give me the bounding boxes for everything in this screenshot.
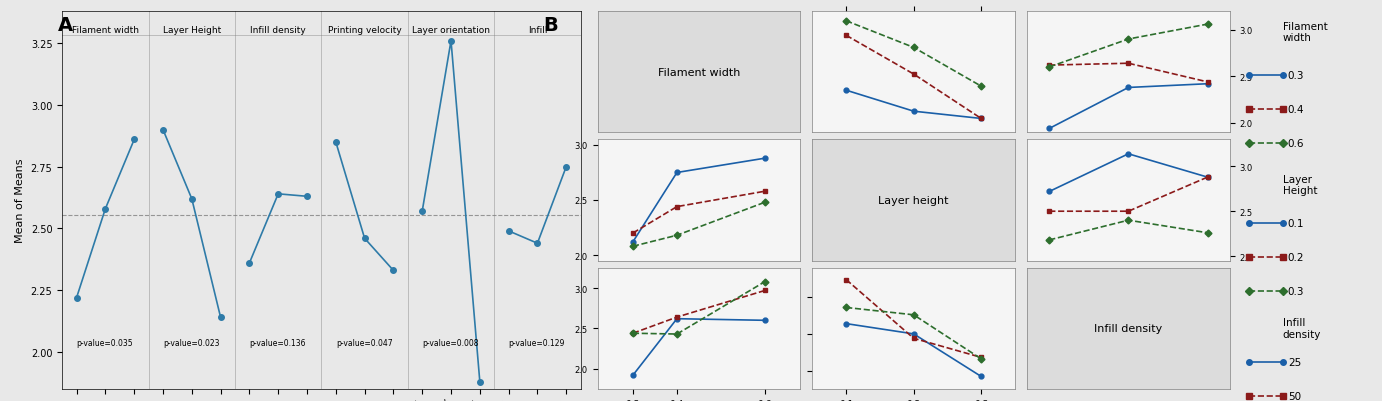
Text: 50: 50: [1288, 391, 1300, 401]
Text: p-value=0.035: p-value=0.035: [76, 338, 133, 347]
Text: Layer Height: Layer Height: [163, 26, 221, 35]
Text: p-value=0.129: p-value=0.129: [509, 338, 565, 347]
Text: Printing velocity: Printing velocity: [328, 26, 402, 35]
Text: Infill: Infill: [528, 26, 547, 35]
Text: 0.4: 0.4: [1288, 105, 1305, 115]
Text: Layer
Height: Layer Height: [1282, 174, 1317, 196]
Text: 0.3: 0.3: [1288, 71, 1305, 81]
Text: p-value=0.136: p-value=0.136: [249, 338, 305, 347]
Text: Infill density: Infill density: [250, 26, 305, 35]
Text: 0.6: 0.6: [1288, 139, 1305, 149]
Text: 0.3: 0.3: [1288, 286, 1305, 296]
Text: Filament width: Filament width: [72, 26, 140, 35]
Text: p-value=0.023: p-value=0.023: [163, 338, 220, 347]
Text: Layer orientation: Layer orientation: [412, 26, 491, 35]
Y-axis label: Mean of Means: Mean of Means: [15, 158, 25, 243]
Text: Filament
width: Filament width: [1282, 21, 1327, 43]
Text: p-value=0.008: p-value=0.008: [423, 338, 478, 347]
Text: Filament width: Filament width: [658, 67, 741, 77]
Text: p-value=0.047: p-value=0.047: [336, 338, 392, 347]
Text: Infill
density: Infill density: [1282, 317, 1321, 339]
Text: B: B: [543, 16, 558, 35]
Text: 0.1: 0.1: [1288, 218, 1305, 228]
Text: Layer height: Layer height: [879, 196, 949, 205]
Text: 0.2: 0.2: [1288, 252, 1305, 262]
Text: 25: 25: [1288, 358, 1300, 368]
Text: Infill density: Infill density: [1095, 324, 1162, 334]
Text: A: A: [58, 16, 73, 35]
